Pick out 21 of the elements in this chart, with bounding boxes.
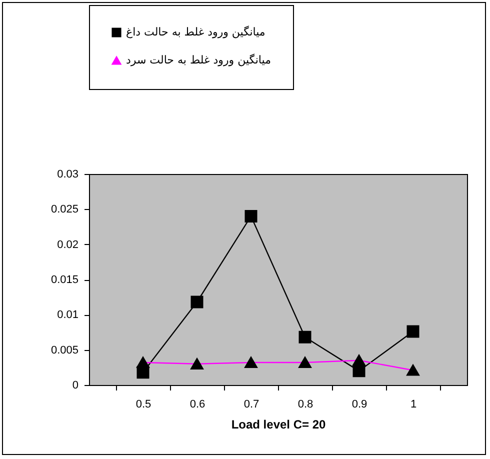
point <box>190 296 204 308</box>
legend-label: میانگین ورود غلط به حالت سرد <box>126 54 272 66</box>
y-tick-label: 0 <box>72 380 78 392</box>
x-tick-label: 0.8 <box>298 398 314 410</box>
point <box>298 330 312 344</box>
x-axis-title: Load level C= 20 <box>231 418 326 432</box>
y-tick-label: 0.005 <box>50 344 78 356</box>
y-tick-label: 0.015 <box>50 274 78 286</box>
point <box>244 210 258 222</box>
x-tick-label: 0.6 <box>190 398 206 410</box>
x-tick-label: 1 <box>410 398 417 410</box>
x-tick-label: 0.9 <box>352 398 368 410</box>
y-tick-label: 0.02 <box>57 238 78 251</box>
y-tick-label: 0.01 <box>57 309 78 322</box>
legend-label: میانگین ورود غلط به حالت داغ <box>126 26 266 38</box>
y-tick-label: 0.03 <box>57 168 78 180</box>
x-tick-label: 0.7 <box>244 398 260 410</box>
x-tick-label: 0.5 <box>136 398 152 410</box>
point <box>406 325 420 338</box>
point <box>352 364 366 378</box>
y-tick-label: 0.025 <box>50 204 78 216</box>
